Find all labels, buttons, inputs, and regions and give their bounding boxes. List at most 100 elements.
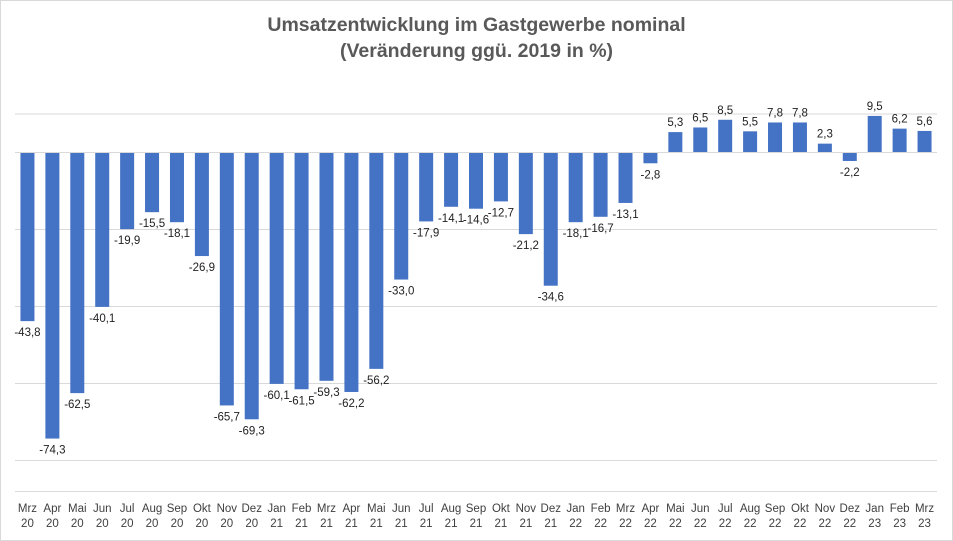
- x-tick-label: Apr: [342, 503, 360, 515]
- bar: [120, 152, 135, 230]
- bar: [169, 152, 184, 223]
- x-tick-label: 22: [769, 518, 782, 530]
- x-tick-label: 20: [245, 518, 258, 530]
- bar: [867, 115, 882, 153]
- bar: [394, 152, 409, 280]
- data-label: -18,1: [563, 228, 589, 240]
- data-label: 8,5: [717, 105, 733, 117]
- bar: [668, 132, 683, 153]
- x-tick-label: 21: [544, 518, 557, 530]
- data-label: -26,9: [189, 262, 215, 274]
- data-label: 5,3: [667, 117, 683, 129]
- x-tick-label: 21: [519, 518, 532, 530]
- data-label: -33,0: [388, 286, 414, 298]
- x-tick-label: Jun: [392, 503, 411, 515]
- x-tick-label: 20: [121, 518, 134, 530]
- data-label: 9,5: [867, 101, 883, 113]
- x-tick-label: 23: [868, 518, 881, 530]
- x-tick-label: 20: [46, 518, 59, 530]
- x-tick-label: Jul: [718, 503, 733, 515]
- x-tick-label: 20: [96, 518, 109, 530]
- x-tick-label: 22: [818, 518, 831, 530]
- x-tick-label: Jan: [865, 503, 884, 515]
- x-tick-label: Okt: [791, 503, 810, 515]
- bar: [568, 152, 583, 223]
- x-tick-label: 22: [569, 518, 582, 530]
- data-label: -43,8: [14, 327, 40, 339]
- x-tick-label: 22: [744, 518, 757, 530]
- data-label: 6,5: [692, 112, 708, 124]
- x-tick-label: 22: [644, 518, 657, 530]
- data-label: 7,8: [767, 107, 783, 119]
- data-label: -62,5: [64, 399, 90, 411]
- x-tick-label: 21: [470, 518, 483, 530]
- bar: [95, 152, 110, 307]
- data-label: -16,7: [587, 223, 613, 235]
- x-tick-label: Dez: [541, 503, 562, 515]
- bar: [319, 152, 334, 381]
- bar: [543, 152, 558, 286]
- data-label: -69,3: [239, 425, 265, 437]
- x-tick-label: 22: [619, 518, 632, 530]
- x-tick-label: Jun: [691, 503, 710, 515]
- x-tick-label: Sep: [765, 503, 785, 515]
- bar: [892, 128, 907, 153]
- data-label: 7,8: [792, 107, 808, 119]
- bar: [419, 152, 434, 222]
- bar: [344, 152, 359, 392]
- bar: [743, 131, 758, 153]
- bar: [244, 152, 259, 420]
- x-tick-label: Jan: [267, 503, 286, 515]
- bar: [219, 152, 234, 406]
- data-label: -13,1: [612, 209, 638, 221]
- x-tick-label: 20: [71, 518, 84, 530]
- x-tick-label: Apr: [43, 503, 61, 515]
- bar: [593, 152, 608, 217]
- x-tick-label: 20: [171, 518, 184, 530]
- data-label: -2,8: [641, 169, 661, 181]
- bar: [20, 152, 35, 322]
- chart-subtitle: (Veränderung ggü. 2019 in %): [339, 40, 614, 62]
- bar: [643, 152, 658, 164]
- x-tick-label: Sep: [167, 503, 187, 515]
- data-label: -14,1: [438, 213, 464, 225]
- bar: [70, 152, 85, 394]
- x-tick-label: Nov: [815, 503, 836, 515]
- data-label: -40,1: [89, 313, 115, 325]
- x-tick-label: Feb: [591, 503, 611, 515]
- x-tick-label: Nov: [516, 503, 537, 515]
- x-tick-label: Feb: [292, 503, 312, 515]
- x-tick-label: 22: [794, 518, 807, 530]
- x-tick-label: Jul: [419, 503, 434, 515]
- x-tick-label: 21: [320, 518, 333, 530]
- bar: [45, 152, 60, 439]
- x-tick-label: 21: [370, 518, 383, 530]
- data-label: 2,3: [817, 129, 833, 141]
- x-tick-label: Dez: [840, 503, 861, 515]
- x-tick-label: 21: [420, 518, 433, 530]
- data-label: -15,5: [139, 218, 165, 230]
- bar: [842, 152, 857, 161]
- bar: [493, 152, 508, 202]
- x-tick-label: 21: [445, 518, 458, 530]
- x-tick-label: 20: [220, 518, 233, 530]
- data-label: -59,3: [313, 387, 339, 399]
- data-label: 6,2: [892, 114, 908, 126]
- data-label: 5,6: [917, 116, 933, 128]
- data-label: -14,6: [463, 215, 489, 227]
- bar: [718, 119, 733, 153]
- x-tick-label: Mai: [666, 503, 685, 515]
- x-tick-label: 22: [594, 518, 607, 530]
- data-label: -17,9: [413, 227, 439, 239]
- data-label: 5,5: [742, 116, 758, 128]
- bar: [817, 143, 832, 153]
- x-tick-label: 20: [195, 518, 208, 530]
- bar: [693, 127, 708, 153]
- x-tick-label: 22: [843, 518, 856, 530]
- x-tick-label: 23: [893, 518, 906, 530]
- data-label: -12,7: [488, 207, 514, 219]
- bar: [917, 130, 932, 153]
- chart-title: Umsatzentwicklung im Gastgewerbe nominal: [267, 14, 686, 36]
- bar: [194, 152, 209, 257]
